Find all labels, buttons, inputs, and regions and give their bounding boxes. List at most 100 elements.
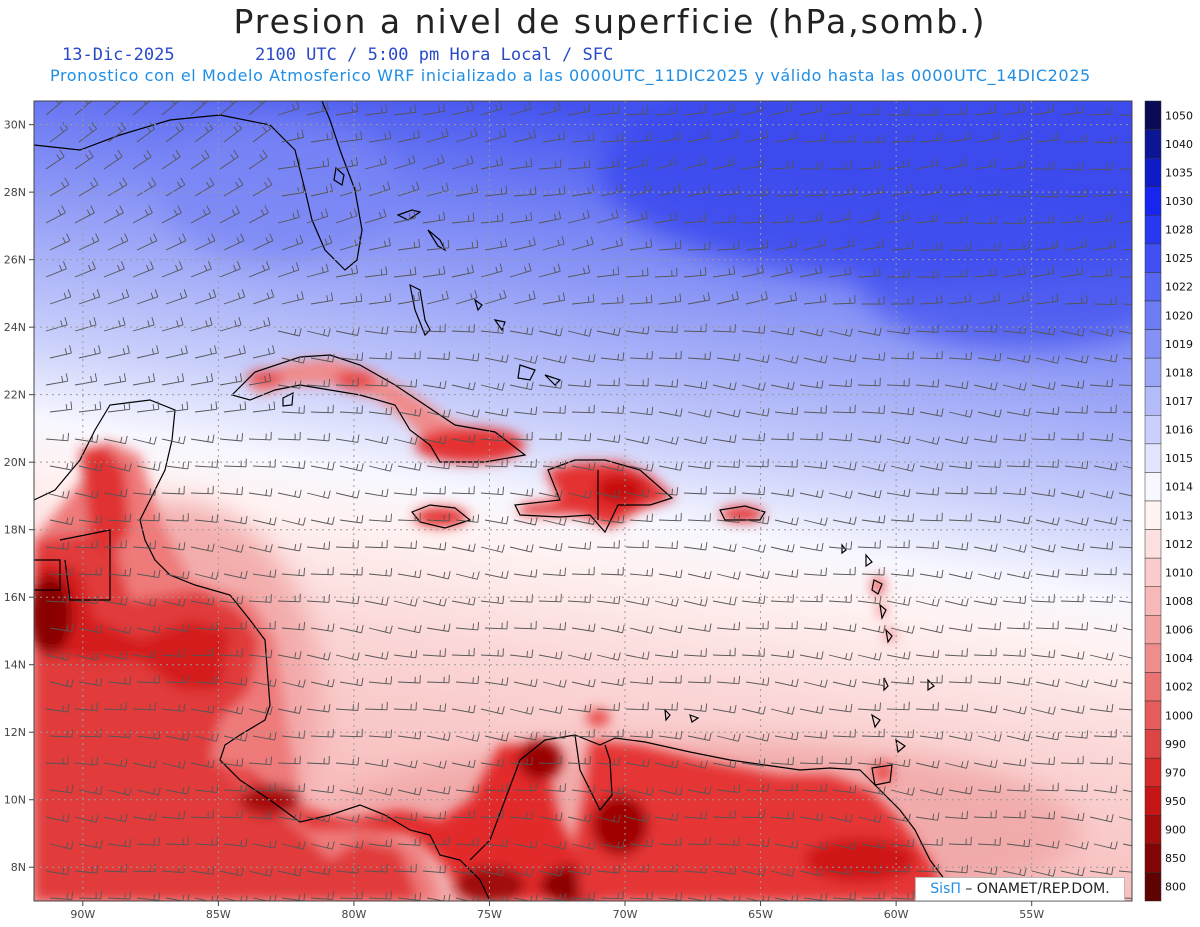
wind-barb [132,101,151,116]
wind-barb [1035,678,1060,688]
wind-barb [745,408,770,417]
wind-barb [484,408,509,417]
wind-barb [1118,708,1132,711]
pressure-legend: 1050 1040 1035 1030 1028 1025 1022 1020 1019 1018… [1144,100,1193,902]
wind-barb [426,239,450,251]
wind-barb [832,678,857,688]
wind-barb [567,541,592,550]
wind-barb [455,352,480,362]
wind-barb [683,810,708,820]
wind-barb [248,649,273,658]
wind-barb [948,623,973,632]
wind-barb [571,566,595,576]
legend-swatch-1030 [1144,186,1162,216]
wind-barb [480,263,503,278]
wind-barb [861,728,885,738]
wind-barb [1122,897,1132,899]
wind-barb [339,890,363,900]
wind-barb [915,269,939,278]
wind-barb [161,648,185,657]
legend-swatch-1015 [1144,443,1162,473]
wind-barb [480,212,504,224]
wind-barb [422,760,447,769]
wind-barb [78,289,101,305]
wind-barb [1064,238,1088,251]
wind-barb [654,436,679,445]
wind-barb [136,401,160,413]
wind-barb [422,542,447,551]
wind-barb [426,570,451,580]
wind-barb [484,289,507,305]
wind-barb [654,863,678,873]
wind-barb [629,132,653,143]
legend-label-1015: 1015 [1165,452,1193,465]
wind-barb [513,406,538,416]
wind-barb [803,621,828,631]
wind-barb [277,755,301,765]
wind-barb [513,290,536,305]
wind-barb [422,485,446,495]
wind-barb [596,158,620,170]
wind-barb [538,159,562,170]
wind-barb [393,104,417,116]
wind-barb [716,409,741,418]
wind-barb [78,122,97,143]
legend-label-1040: 1040 [1165,138,1193,151]
wind-barb [252,840,277,849]
wind-barb [451,647,475,657]
wind-barb [422,598,447,607]
wind-barb [683,703,708,712]
wind-barb [49,177,70,197]
legend-label-970: 970 [1165,766,1186,779]
wind-barb [74,434,99,443]
wind-barb [1035,239,1059,251]
wind-barb [1118,762,1132,765]
wind-barb [803,841,828,850]
wind-barb [281,841,306,850]
wind-barb [770,326,795,336]
wind-barb [194,177,215,197]
wind-barb [509,706,534,715]
wind-barb [1006,516,1031,525]
wind-barb [306,541,331,550]
wind-barb [223,345,246,359]
wind-barb [1035,355,1060,364]
wind-barb [799,812,824,822]
wind-barb [422,864,447,874]
wind-barb [625,597,650,606]
wind-barb [74,317,97,332]
wind-barb [774,569,799,578]
wind-barb [364,104,388,116]
wind-barb [919,462,944,471]
wind-barb [277,593,301,603]
wind-barb [252,782,276,792]
wind-barb [774,292,798,305]
wind-barb [828,210,852,224]
wind-barb [915,487,940,496]
wind-barb [49,122,68,143]
wind-barb [103,317,126,332]
wind-barb [248,488,273,497]
wind-barb [745,733,770,742]
wind-barb [944,810,969,820]
wind-barb [1089,756,1113,765]
wind-barb [832,841,857,850]
wind-barb [774,355,799,364]
legend-label-1014: 1014 [1165,481,1193,494]
wind-barb [828,378,853,388]
wind-barb [948,351,972,361]
wind-barb [74,757,99,766]
wind-barb [451,704,476,714]
wind-barb [277,209,300,224]
wind-barb [103,435,128,445]
wind-barb [1006,838,1031,848]
wind-barb [712,381,737,391]
wind-barb [712,809,736,819]
wind-barb [49,401,73,413]
wind-barb [1006,570,1031,580]
wind-barb [944,157,968,170]
wind-barb [770,159,794,170]
wind-barb [310,235,333,251]
wind-barb [741,648,765,657]
wind-barb [219,101,238,116]
